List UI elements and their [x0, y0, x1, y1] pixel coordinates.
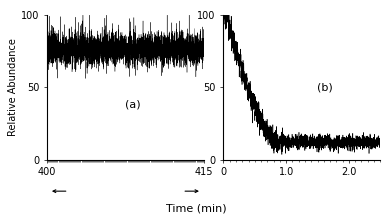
Text: Time (min): Time (min) [166, 204, 226, 214]
Text: (a): (a) [125, 100, 141, 110]
Text: (b): (b) [318, 83, 333, 92]
Y-axis label: Relative Abundance: Relative Abundance [8, 38, 18, 137]
